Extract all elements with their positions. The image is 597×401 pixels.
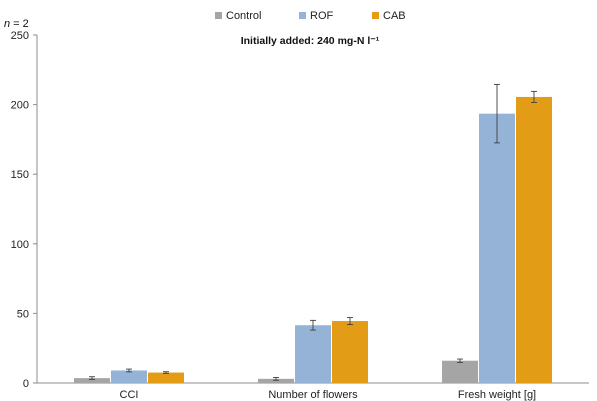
bar-cab [148,372,184,383]
y-tick-label: 250 [11,30,29,42]
y-tick-labels: 0 50 100 150 200 250 [11,30,29,390]
legend: Control ROF CAB [215,10,406,22]
legend-swatch-cab [372,12,379,19]
annotation-label: Initially added: 240 mg-N l⁻¹ [241,35,380,47]
category-label: CCI [120,389,139,401]
y-tick-label: 0 [23,378,29,390]
bar-rof [295,325,331,383]
y-tick-label: 150 [11,169,29,181]
error-bars [89,83,537,381]
legend-swatch-rof [299,12,306,19]
legend-label-rof: ROF [310,10,334,22]
y-tick-label: 50 [17,308,29,320]
category-labels: CCI Number of flowers Fresh weight [g] [120,389,537,401]
category-label: Fresh weight [g] [458,389,536,401]
y-tick-label: 200 [11,100,29,112]
bar-cab [516,96,552,383]
bar-control [442,360,478,383]
bar-rof [479,113,515,383]
bar-rof [111,370,147,383]
legend-label-control: Control [226,10,261,22]
legend-swatch-control [215,12,222,19]
bars [74,96,552,383]
bar-cab [332,321,368,383]
bar-control [258,378,294,383]
bar-control [74,378,110,383]
y-tick-label: 100 [11,239,29,251]
sample-size-label: n = 2 [4,18,29,30]
legend-label-cab: CAB [383,10,406,22]
category-label: Number of flowers [268,389,358,401]
